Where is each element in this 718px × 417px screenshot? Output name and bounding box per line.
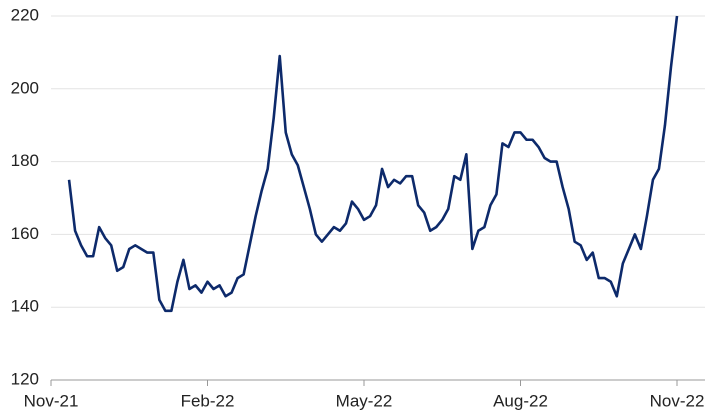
y-tick-label: 140 xyxy=(11,297,39,316)
y-tick-label: 180 xyxy=(11,151,39,170)
data-line xyxy=(67,15,679,313)
x-tick-label: Feb-22 xyxy=(181,391,235,410)
y-tick-label: 220 xyxy=(11,5,39,24)
y-tick-label: 200 xyxy=(11,78,39,97)
y-tick-label: 120 xyxy=(11,369,39,388)
x-tick-label: Nov-21 xyxy=(24,391,79,410)
y-tick-label: 160 xyxy=(11,224,39,243)
x-tick-label: Nov-22 xyxy=(650,391,705,410)
x-tick-label: May-22 xyxy=(336,391,393,410)
x-tick-label: Aug-22 xyxy=(493,391,548,410)
